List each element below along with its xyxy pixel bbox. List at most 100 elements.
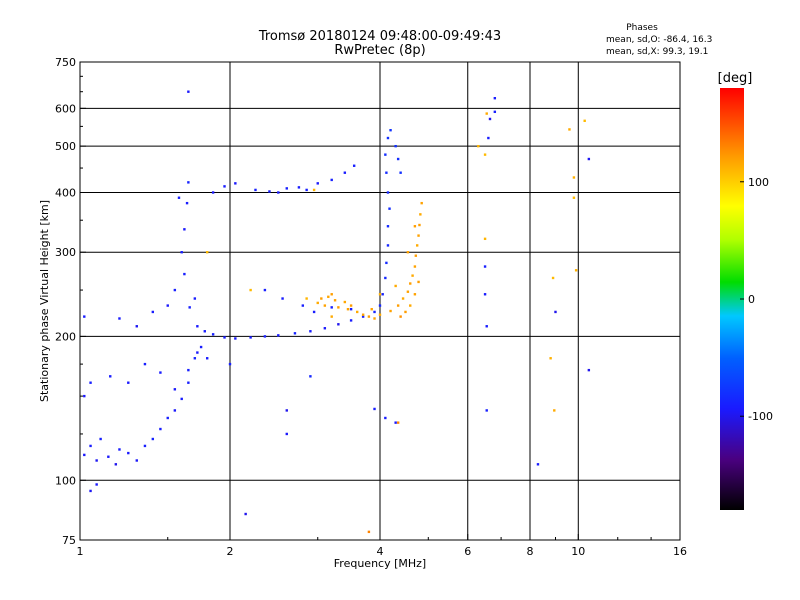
data-points [83,90,591,534]
phases-x-stats: mean, sd,X: 99.3, 19.1 [606,47,708,57]
echo-point [223,185,226,188]
echo-point [143,444,147,448]
echo-point [316,182,319,185]
echo-point [384,416,387,420]
echo-point [135,459,138,462]
chart-title: Tromsø 20180124 09:48:00-09:49:43 [258,29,501,44]
echo-point [413,225,417,228]
echo-point [268,190,271,193]
echo-point [396,157,400,161]
echo-point [188,306,191,309]
echo-point [483,237,487,241]
echo-point [389,309,392,313]
echo-point [211,191,215,194]
echo-point [485,409,488,412]
echo-point [414,254,418,257]
echo-point [187,381,190,384]
phases-heading: Phases [626,23,658,33]
echo-point [89,444,92,448]
y-tick-label: 750 [55,56,76,69]
echo-point [143,362,147,366]
echo-point [378,293,382,296]
echo-point [367,530,371,534]
echo-point [309,330,312,333]
echo-point [193,297,197,300]
echo-point [277,191,280,194]
echo-point [346,307,350,311]
echo-point [323,304,327,307]
echo-point [361,313,365,316]
echo-point [285,187,288,190]
echo-point [234,182,237,185]
echo-point [488,117,492,121]
echo-point [409,282,412,285]
y-axis-label: Stationary phase Virtual Height [km] [38,200,51,402]
y-tick-label: 75 [62,534,76,547]
echo-point [385,171,388,174]
echo-point [536,463,540,466]
echo-point [330,178,333,182]
echo-point [483,265,487,268]
echo-point [173,388,177,391]
echo-point [83,394,86,398]
echo-point [483,153,487,156]
echo-point [574,269,578,272]
phases-o-stats: mean, sd,O: -86.4, 16.3 [606,35,712,45]
echo-point [277,334,280,337]
echo-point [203,330,206,333]
echo-point [554,310,557,314]
chart-subtitle: RwPretec (8p) [334,43,425,58]
echo-point [370,307,373,311]
echo-point [349,319,353,322]
echo-point [263,288,267,292]
echo-point [420,201,423,205]
echo-point [285,409,288,412]
echo-point [320,297,323,300]
echo-point [193,357,197,360]
echo-point [399,171,402,174]
echo-point [417,234,420,237]
echo-point [337,306,340,309]
y-axis-ticks: 75 100 200 300 400 500 600 750 [55,56,86,547]
x-axis-ticks: 1 2 4 6 8 10 16 [77,534,687,558]
echo-point [384,153,387,156]
echo-point [386,244,390,247]
echo-point [249,288,252,292]
echo-point [381,293,384,296]
echo-point [343,171,347,174]
echo-point [301,304,305,307]
echo-point [411,274,414,277]
echo-point [185,201,189,205]
echo-point [309,375,312,378]
echo-point [487,136,490,140]
echo-point [244,512,247,516]
echo-point [330,306,333,309]
echo-point [109,375,112,378]
echo-point [378,304,382,307]
echo-point [386,225,390,228]
echo-point [337,323,340,326]
echo-point [394,421,397,424]
x-tick-label: 8 [527,545,534,558]
echo-point [361,315,365,318]
echo-point [406,251,410,254]
echo-point [135,325,138,328]
echo-point [234,337,237,340]
echo-point [396,304,400,307]
x-tick-label: 2 [227,545,234,558]
echo-point [394,284,397,288]
echo-point [281,297,284,300]
echo-point [394,144,397,148]
echo-point [327,295,330,299]
echo-point [378,313,382,316]
echo-point [349,307,353,311]
echo-point [388,207,391,210]
echo-point [173,409,177,412]
echo-point [419,213,422,216]
echo-point [316,301,319,305]
echo-point [312,188,316,192]
y-tick-label: 100 [55,474,76,487]
echo-point [373,317,376,320]
echo-point [493,110,497,114]
echo-point [211,333,215,336]
